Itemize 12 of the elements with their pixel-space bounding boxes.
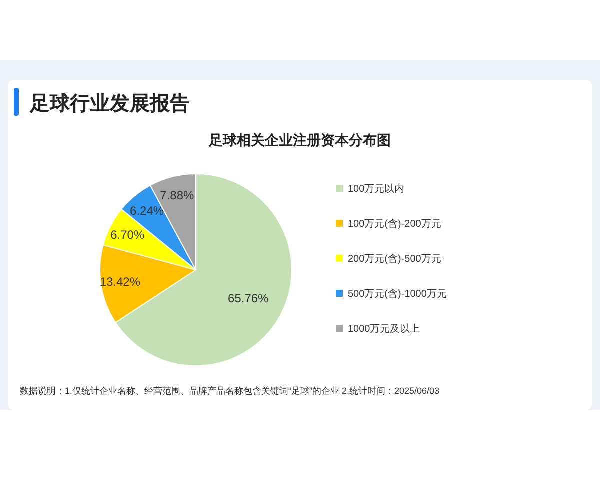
chart-title: 足球行业发展报告: [29, 92, 190, 115]
legend-label: 100万元以内: [348, 183, 405, 195]
text: 数据说明：1.仅统计企业名称、经营范围、品牌产品名称包含关键词“足球”的企业 2.统计时间：2025/06/03: [20, 386, 440, 396]
legend-label: 100万元(含)-200万元: [348, 218, 442, 230]
chart-subtitle: 足球相关企业注册资本分布图: [208, 132, 391, 148]
legend-label: 500万元(含)-1000万元: [348, 288, 447, 300]
legend-label: 1000万元及以上: [348, 323, 420, 335]
data-label: 7.88%: [160, 188, 195, 203]
data-label: 6.24%: [130, 204, 164, 218]
data-label: 65.76%: [228, 291, 270, 306]
legend-label: 200万元(含)-500万元: [348, 253, 442, 265]
data-label: 6.70%: [110, 228, 145, 242]
